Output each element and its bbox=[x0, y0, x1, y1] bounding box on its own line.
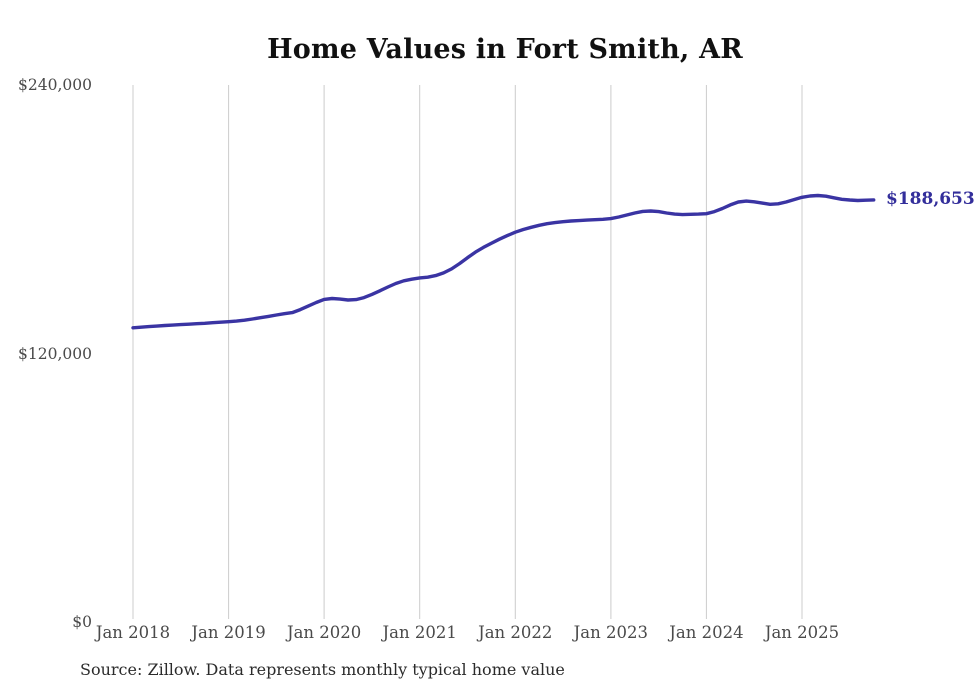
x-tick-label: Jan 2019 bbox=[191, 623, 266, 642]
y-tick-label: $120,000 bbox=[18, 344, 92, 363]
y-tick-label: $0 bbox=[72, 613, 92, 631]
x-tick-label: Jan 2025 bbox=[764, 623, 840, 642]
x-tick-label: Jan 2018 bbox=[95, 623, 171, 642]
x-tick-label: Jan 2023 bbox=[573, 623, 648, 642]
x-tick-label: Jan 2024 bbox=[669, 623, 744, 642]
chart-title: Home Values in Fort Smith, AR bbox=[267, 34, 743, 65]
source-note: Source: Zillow. Data represents monthly … bbox=[80, 660, 565, 679]
latest-value-label: $188,653 bbox=[886, 188, 975, 209]
home-value-line bbox=[131, 193, 876, 330]
y-tick-label: $240,000 bbox=[18, 76, 92, 94]
x-tick-label: Jan 2020 bbox=[286, 623, 362, 642]
x-tick-label: Jan 2021 bbox=[382, 623, 457, 642]
x-tick-label: Jan 2022 bbox=[478, 623, 553, 642]
